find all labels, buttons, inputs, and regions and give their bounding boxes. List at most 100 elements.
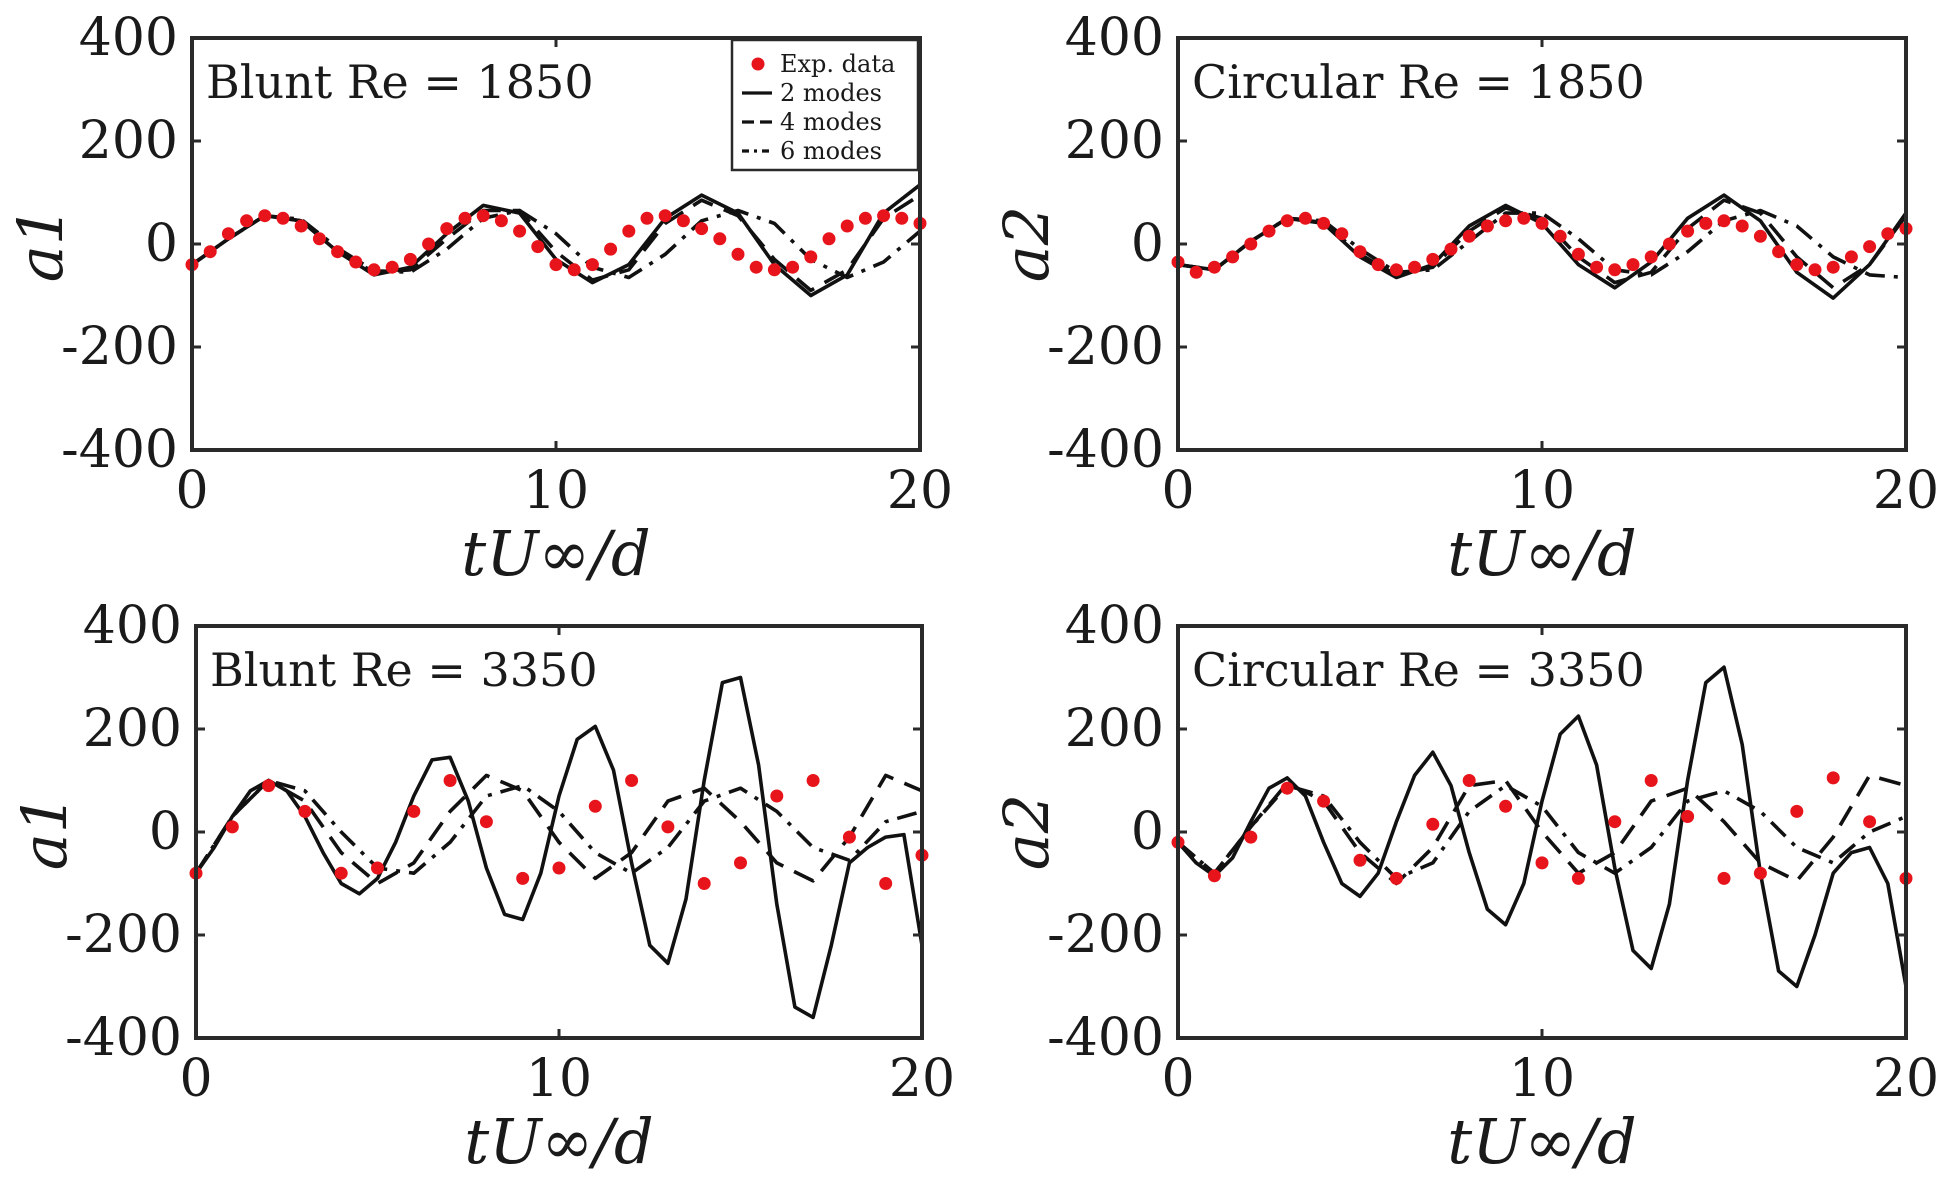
- exp-data-point: [1626, 258, 1640, 272]
- x-tick-label: 10: [1509, 461, 1575, 521]
- exp-data-point: [258, 209, 272, 223]
- x-tick-label: 20: [1873, 1049, 1939, 1109]
- panel-title: Blunt Re = 3350: [210, 643, 598, 697]
- exp-data-point: [1571, 247, 1585, 261]
- exp-data-point: [1753, 866, 1767, 880]
- y-tick-label: -200: [65, 905, 182, 965]
- y-tick-label: -400: [1047, 1008, 1164, 1068]
- legend-label: 6 modes: [780, 137, 882, 165]
- y-tick-label: -200: [61, 317, 178, 377]
- exp-data-point: [1808, 263, 1822, 277]
- exp-data-point: [842, 830, 856, 844]
- exp-data-point: [1480, 219, 1494, 233]
- exp-data-point: [1535, 856, 1549, 870]
- exp-data-point: [1863, 815, 1877, 829]
- exp-data-point: [822, 232, 836, 246]
- y-tick-label: -400: [61, 420, 178, 480]
- exp-data-point: [1499, 799, 1513, 813]
- exp-data-point: [1517, 211, 1531, 225]
- exp-data-point: [203, 245, 217, 259]
- exp-data-point: [1717, 871, 1731, 885]
- exp-data-point: [1608, 815, 1622, 829]
- exp-data-point: [552, 861, 566, 875]
- exp-data-point: [458, 211, 472, 225]
- exp-data-point: [625, 774, 639, 787]
- exp-data-point: [1571, 871, 1585, 885]
- y-tick-label: -400: [65, 1008, 182, 1068]
- exp-data-point: [1772, 245, 1786, 259]
- exp-data-point: [1881, 227, 1895, 241]
- exp-data-point: [549, 258, 563, 272]
- series-line-dashdot: [196, 778, 922, 876]
- exp-data-point: [697, 877, 711, 890]
- x-tick-label: 10: [523, 461, 589, 521]
- exp-data-point: [440, 222, 454, 236]
- y-tick-label: -400: [1047, 420, 1164, 480]
- exp-data-point: [622, 224, 636, 238]
- exp-data-point: [1244, 830, 1258, 844]
- panel-title: Circular Re = 1850: [1192, 55, 1645, 109]
- y-tick-label: 0: [149, 802, 182, 862]
- exp-data-point: [1681, 224, 1695, 238]
- exp-data-point: [770, 789, 784, 803]
- exp-data-point: [1753, 229, 1767, 243]
- exp-data-point: [1353, 853, 1367, 867]
- exp-data-point: [407, 804, 421, 818]
- exp-data-point: [531, 240, 545, 254]
- panel-title: Blunt Re = 1850: [206, 55, 594, 109]
- series-line-dashed: [196, 773, 922, 886]
- exp-data-point: [1426, 252, 1440, 266]
- exp-data-point: [749, 260, 763, 274]
- exp-data-point: [1317, 216, 1331, 230]
- exp-data-point: [877, 209, 891, 223]
- exp-data-point: [298, 804, 312, 818]
- x-axis-label: tU∞/d: [461, 517, 650, 590]
- exp-data-point: [403, 252, 417, 266]
- exp-data-point: [585, 258, 599, 272]
- series-line-dashed: [1178, 198, 1906, 290]
- exp-data-point: [221, 227, 235, 241]
- exp-data-point: [1681, 810, 1695, 823]
- exp-data-point: [1226, 250, 1240, 264]
- exp-data-point: [767, 263, 781, 277]
- x-tick-label: 20: [1873, 461, 1939, 521]
- exp-data-point: [1499, 214, 1513, 228]
- exp-data-point: [1280, 214, 1294, 228]
- exp-data-point: [349, 255, 363, 269]
- exp-data-point: [1608, 263, 1622, 277]
- y-tick-label: -200: [1047, 905, 1164, 965]
- x-tick-label: 0: [1161, 1049, 1194, 1109]
- exp-data-point: [1389, 871, 1403, 885]
- exp-data-point: [1844, 250, 1858, 264]
- exp-data-point: [1826, 260, 1840, 274]
- y-tick-label: 400: [83, 596, 182, 656]
- exp-data-point: [1662, 237, 1676, 251]
- exp-data-point: [513, 224, 527, 238]
- y-tick-label: 400: [1065, 596, 1164, 656]
- x-axis-label: tU∞/d: [464, 1105, 653, 1178]
- y-tick-label: 0: [1131, 802, 1164, 862]
- exp-data-point: [276, 211, 290, 225]
- y-tick-label: 200: [1065, 699, 1164, 759]
- exp-data-point: [676, 214, 690, 228]
- y-tick-label: 200: [1065, 111, 1164, 171]
- x-tick-label: 10: [526, 1049, 592, 1109]
- series-line-solid: [192, 183, 920, 298]
- x-tick-label: 20: [887, 461, 953, 521]
- exp-data-point: [476, 209, 490, 223]
- exp-data-point: [1717, 214, 1731, 228]
- exp-data-point: [713, 232, 727, 246]
- exp-data-point: [1462, 774, 1476, 787]
- legend-label: Exp. data: [780, 50, 895, 78]
- y-axis-label: a1: [4, 206, 77, 282]
- y-axis-label: a2: [990, 206, 1063, 282]
- exp-data-point: [1189, 265, 1203, 279]
- exp-data-point: [1863, 240, 1877, 254]
- exp-data-point: [695, 222, 709, 236]
- series-line-dashdot: [1178, 783, 1906, 881]
- y-tick-label: 400: [1065, 8, 1164, 68]
